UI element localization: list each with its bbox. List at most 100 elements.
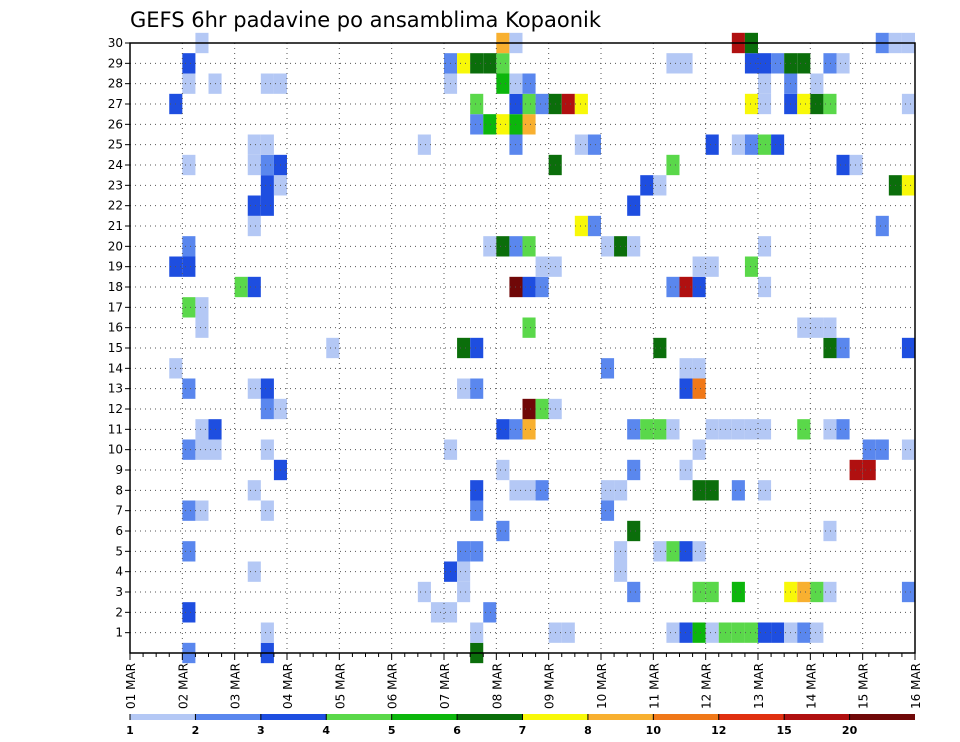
- heatmap-cell: [692, 541, 706, 562]
- heatmap-cell: [470, 480, 484, 501]
- heatmap-cell: [758, 236, 772, 257]
- heatmap-cell: [731, 419, 745, 440]
- x-tick-label: 04 MAR: [281, 663, 295, 709]
- heatmap-cell: [705, 134, 719, 155]
- heatmap-cell: [247, 276, 261, 298]
- y-tick-label: 10: [108, 443, 123, 457]
- heatmap-cell: [195, 297, 209, 318]
- heatmap-cell: [260, 195, 274, 216]
- heatmap-cell: [758, 73, 772, 94]
- heatmap-cell: [561, 93, 575, 115]
- heatmap-cell: [522, 398, 536, 420]
- heatmap-cell: [260, 439, 274, 460]
- x-tick-label: 07 MAR: [438, 663, 452, 709]
- heatmap-cell: [692, 439, 706, 460]
- y-tick-label: 26: [108, 117, 123, 131]
- heatmap-cell: [470, 622, 484, 643]
- heatmap-cell: [457, 561, 471, 582]
- y-axis: 1234567891011121314151617181920212223242…: [108, 36, 130, 640]
- y-tick-label: 20: [108, 239, 123, 253]
- y-tick-label: 1: [115, 626, 123, 640]
- heatmap-cell: [744, 419, 758, 440]
- heatmap-cell: [574, 215, 588, 237]
- colorbar-label: 2: [192, 724, 200, 737]
- heatmap-cell: [627, 419, 641, 440]
- heatmap-cell: [496, 419, 510, 440]
- heatmap-cell: [901, 581, 915, 603]
- heatmap-cell: [797, 419, 811, 440]
- heatmap-cell: [666, 419, 680, 440]
- heatmap-cell: [666, 276, 680, 298]
- heatmap-cell: [522, 73, 536, 94]
- colorbar: 1 2 3 4 5 6 7 8 10 12 15 20: [126, 714, 915, 737]
- heatmap-cell: [758, 480, 772, 501]
- heatmap-cell: [666, 53, 680, 74]
- x-tick-label: 11 MAR: [647, 663, 661, 709]
- heatmap-cells: [169, 32, 915, 664]
- heatmap-cell: [901, 337, 915, 359]
- y-tick-label: 18: [108, 280, 123, 294]
- heatmap-cell: [535, 93, 549, 115]
- x-tick-label: 08 MAR: [490, 663, 504, 709]
- heatmap-cell: [260, 134, 274, 155]
- heatmap-cell: [705, 622, 719, 643]
- y-tick-label: 2: [115, 605, 123, 619]
- heatmap-cell: [496, 73, 510, 94]
- chart-title: GEFS 6hr padavine po ansamblima Kopaonik: [130, 8, 602, 32]
- heatmap-cell: [247, 134, 261, 155]
- y-tick-label: 14: [108, 361, 123, 375]
- heatmap-cell: [849, 154, 863, 176]
- heatmap-cell: [679, 378, 693, 399]
- heatmap-cell: [457, 337, 471, 359]
- heatmap-cell: [182, 378, 196, 399]
- heatmap-cell: [260, 622, 274, 643]
- heatmap-cell: [653, 337, 667, 359]
- heatmap-cell: [260, 73, 274, 94]
- heatmap-cell: [758, 134, 772, 155]
- heatmap-cell: [810, 73, 824, 94]
- heatmap-cell: [483, 602, 497, 623]
- heatmap-cell: [679, 459, 693, 481]
- heatmap-cell: [901, 93, 915, 115]
- heatmap-cell: [601, 500, 615, 521]
- colorbar-swatch: [391, 714, 458, 720]
- heatmap-cell: [797, 53, 811, 74]
- heatmap-cell: [247, 195, 261, 216]
- heatmap-cell: [875, 215, 889, 237]
- heatmap-cell: [247, 480, 261, 501]
- heatmap-cell: [260, 500, 274, 521]
- heatmap-cell: [522, 419, 536, 440]
- colorbar-swatch: [260, 714, 327, 720]
- heatmap-cell: [247, 378, 261, 399]
- heatmap-cell: [744, 622, 758, 643]
- y-tick-label: 24: [108, 158, 123, 172]
- heatmap-cell: [653, 175, 667, 196]
- heatmap-cell: [182, 500, 196, 521]
- x-tick-label: 02 MAR: [176, 663, 190, 709]
- heatmap-cell: [457, 53, 471, 74]
- heatmap-cell: [470, 53, 484, 74]
- heatmap-cell: [836, 419, 850, 440]
- heatmap-cell: [522, 317, 536, 338]
- heatmap-cell: [627, 581, 641, 603]
- heatmap-cell: [260, 398, 274, 420]
- colorbar-swatch: [130, 714, 196, 720]
- colorbar-label: 6: [453, 724, 461, 737]
- heatmap-cell: [182, 73, 196, 94]
- heatmap-cell: [836, 154, 850, 176]
- heatmap-cell: [260, 154, 274, 176]
- heatmap-cell: [692, 480, 706, 501]
- heatmap-cell: [705, 581, 719, 603]
- heatmap-cell: [731, 134, 745, 155]
- heatmap-cell: [692, 622, 706, 643]
- heatmap-cell: [561, 622, 575, 643]
- y-tick-label: 6: [115, 524, 123, 538]
- heatmap-cell: [247, 215, 261, 237]
- heatmap-cell: [758, 419, 772, 440]
- heatmap-cell: [823, 93, 837, 115]
- heatmap-cell: [653, 541, 667, 562]
- heatmap-cell: [535, 256, 549, 277]
- heatmap-cell: [771, 622, 785, 643]
- heatmap-cell: [195, 500, 209, 521]
